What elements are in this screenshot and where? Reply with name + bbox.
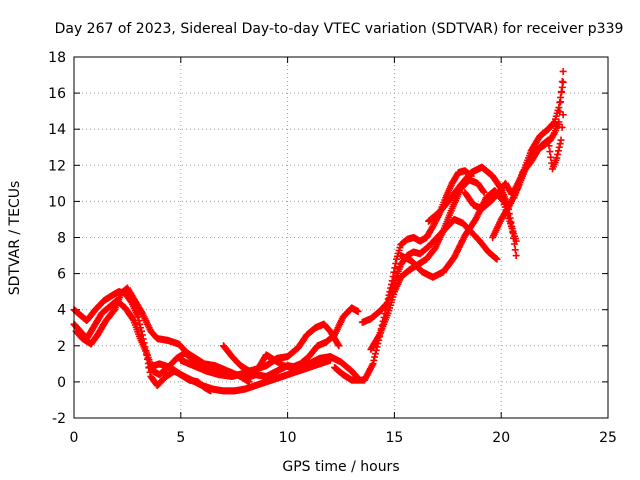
data-point (134, 313, 142, 321)
data-point (136, 320, 144, 328)
data-point (369, 360, 377, 368)
data-point (335, 342, 343, 350)
data-point (371, 350, 379, 358)
y-tick-label: 16 (48, 86, 66, 102)
data-point (547, 153, 555, 161)
data-point (558, 78, 566, 86)
x-tick-label: 15 (385, 430, 403, 446)
data-point (550, 130, 558, 138)
data-point (557, 136, 565, 144)
y-tick-label: 2 (57, 339, 66, 355)
data-point (370, 356, 378, 364)
data-point (550, 119, 558, 127)
data-point (375, 332, 383, 340)
x-tick-label: 5 (176, 430, 185, 446)
data-point (508, 223, 516, 231)
x-tick-labels: 0 5 10 15 20 25 (70, 430, 617, 446)
series-track-l (425, 163, 520, 260)
data-point (510, 234, 518, 242)
x-tick-label: 20 (492, 430, 510, 446)
y-tick-label: 6 (57, 267, 66, 283)
data-point (553, 154, 561, 162)
y-tick-label: 4 (57, 303, 66, 319)
data-point (558, 123, 566, 131)
data-point (555, 118, 563, 126)
x-tick-label: 0 (70, 430, 79, 446)
plot-frame (73, 56, 609, 419)
data-point (554, 150, 562, 158)
data-point (546, 148, 554, 156)
data-point (391, 264, 399, 272)
data-point (480, 188, 488, 196)
data-point (371, 353, 379, 361)
y-tick-label: -2 (52, 411, 66, 427)
y-tick-label: 12 (48, 158, 66, 174)
data-point (554, 147, 562, 155)
y-tick-label: 14 (48, 122, 66, 138)
data-point (390, 268, 398, 276)
chart-title: Day 267 of 2023, Sidereal Day-to-day VTE… (55, 21, 624, 37)
data-point (510, 240, 518, 248)
series-track-o (510, 111, 567, 202)
y-tick-label: 0 (57, 375, 66, 391)
data-point (557, 88, 565, 96)
data-point (559, 67, 567, 75)
data-point (559, 111, 567, 119)
data-point (511, 246, 519, 254)
data-point (506, 214, 514, 222)
data-point (334, 340, 342, 348)
data-point (544, 136, 552, 144)
data-point (556, 140, 564, 148)
data-point (545, 142, 553, 150)
y-tick-label: 18 (48, 50, 66, 66)
data-point (509, 228, 517, 236)
data-points (70, 67, 567, 395)
data-point (372, 346, 380, 354)
y-tick-label: 8 (57, 231, 66, 247)
data-point (555, 104, 563, 112)
data-point (507, 218, 515, 226)
x-tick-label: 25 (599, 430, 617, 446)
y-tick-label: 10 (48, 194, 66, 210)
data-point (493, 255, 501, 263)
data-point (354, 308, 362, 316)
y-axis-label: SDTVAR / TECUs (7, 181, 23, 296)
data-point (555, 143, 563, 151)
data-point (392, 259, 400, 267)
y-tick-labels: -2 0 2 4 6 8 10 12 14 16 18 (48, 50, 66, 427)
series-track-g (241, 353, 362, 382)
data-point (512, 252, 520, 260)
x-axis-label: GPS time / hours (282, 459, 399, 475)
data-point (479, 187, 487, 195)
data-point (129, 315, 137, 323)
data-point (557, 98, 565, 106)
x-tick-label: 10 (279, 430, 297, 446)
